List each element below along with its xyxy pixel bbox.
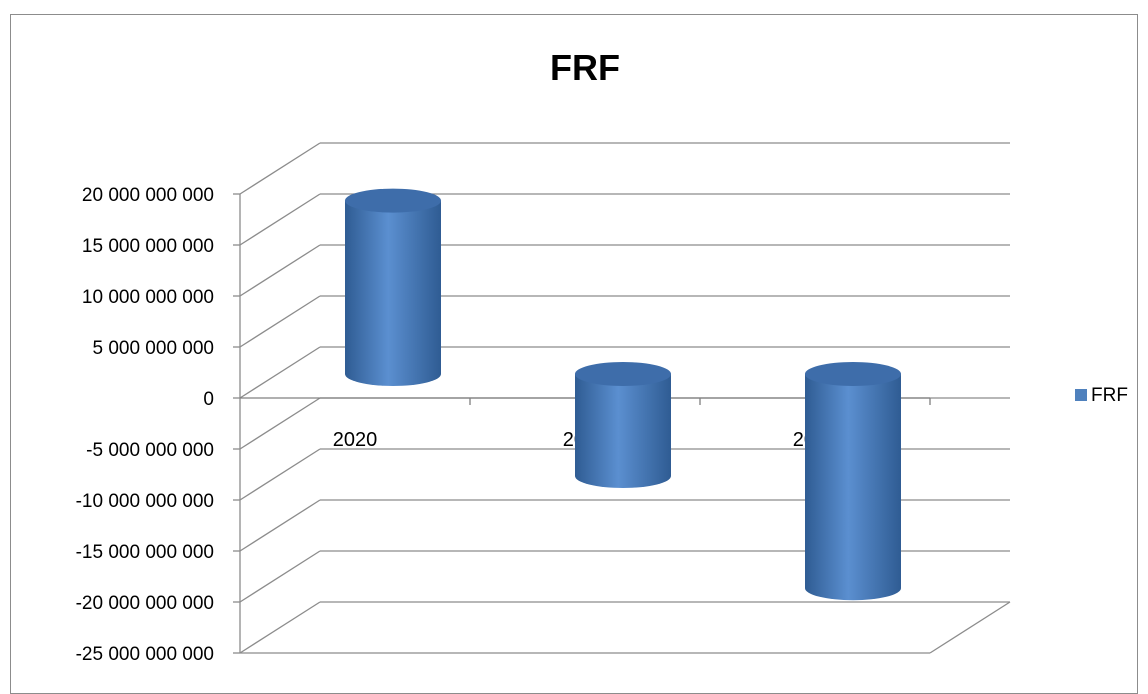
gridline-diagonal [239,193,321,246]
y-tick-label: -15 000 000 000 [76,542,214,563]
gridline-diagonal [239,295,321,348]
bar-layer [345,188,901,601]
gridline-diagonal [239,346,321,399]
bar-top-cap [805,362,901,386]
gridline-diagonal [239,601,321,654]
y-tick-label: 0 [203,389,214,410]
y-tick-label: 15 000 000 000 [82,236,214,257]
y-tick-label: -25 000 000 000 [76,644,214,665]
floor-right-edge [929,601,1011,654]
bar-2021 [575,362,671,488]
bar-2022 [805,362,901,601]
gridline-diagonal [239,550,321,603]
legend-swatch [1075,389,1087,401]
gridline-diagonal [239,244,321,297]
bar-body [805,374,901,601]
y-tick-label: -20 000 000 000 [76,593,214,614]
axis-layer: 20 000 000 000 15 000 000 000 10 000 000 0… [76,185,931,665]
bar-top-cap [575,362,671,386]
y-tick-label: 20 000 000 000 [82,185,214,206]
gridline-diagonal [239,397,321,450]
bar-body [345,200,441,386]
chart-title: FRF [550,47,620,88]
legend-label: FRF [1091,385,1128,406]
bar-top-cap [345,188,441,213]
y-tick-label: -10 000 000 000 [76,491,214,512]
y-tick-label: 10 000 000 000 [82,287,214,308]
chart-frame [10,14,1138,694]
gridline-diagonal [239,499,321,552]
x-tick-label: 2020 [333,429,378,451]
gridline-diagonal [239,142,321,195]
chart-svg: FRF 20 000 000 000 15 000 000 000 10 000 0… [76,47,1128,665]
y-tick-label: -5 000 000 000 [86,440,214,461]
bar-2020 [345,188,441,386]
legend: FRF [1075,385,1128,406]
bar-body [575,374,671,488]
gridline-diagonal [239,448,321,501]
y-tick-label: 5 000 000 000 [92,338,214,359]
